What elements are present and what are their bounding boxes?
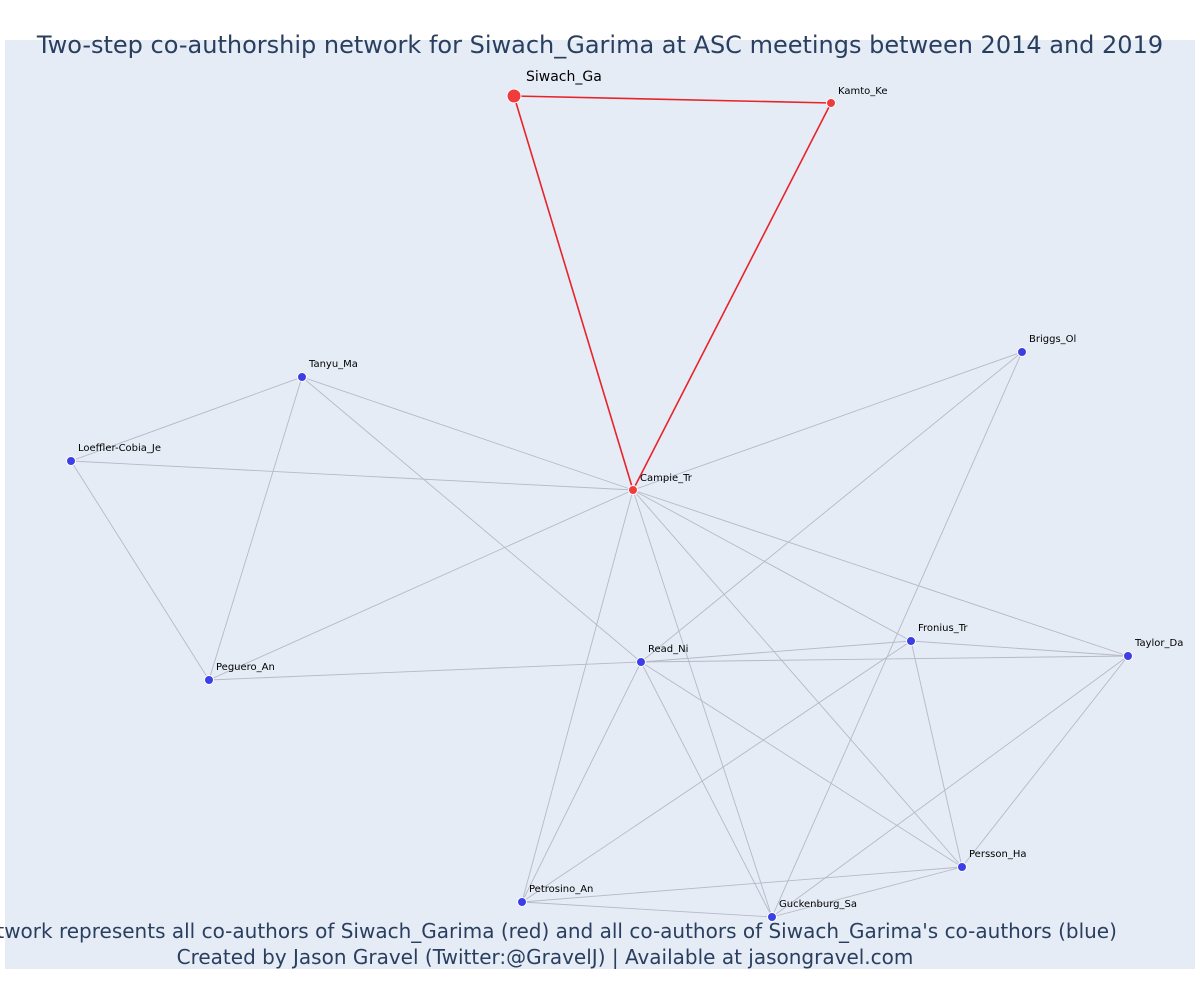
edge-Fronius_Tr-Petrosino_An xyxy=(521,640,912,903)
node-label-Loeffler-Cobia_Je: Loeffler-Cobia_Je xyxy=(78,443,161,454)
node-Read_Ni[interactable] xyxy=(636,657,646,667)
node-Kamto_Ke[interactable] xyxy=(826,98,836,108)
node-Briggs_Ol[interactable] xyxy=(1017,347,1027,357)
node-label-Campie_Tr: Campie_Tr xyxy=(640,473,693,484)
node-Campie_Tr[interactable] xyxy=(628,485,638,495)
node-label-Siwach_Ga: Siwach_Ga xyxy=(526,69,602,85)
node-label-Persson_Ha: Persson_Ha xyxy=(969,849,1026,860)
edge-Read_Ni-Petrosino_An xyxy=(521,661,642,903)
edge-Siwach_Ga-Campie_Tr xyxy=(513,95,634,491)
edge-Persson_Ha-Guckenburg_Sa xyxy=(771,866,963,918)
edge-Peguero_An-Read_Ni xyxy=(208,661,642,681)
nodes-layer xyxy=(66,88,1133,922)
edge-Fronius_Tr-Persson_Ha xyxy=(910,640,963,868)
edge-Campie_Tr-Taylor_Da xyxy=(632,489,1129,657)
caption-line-2: Created by Jason Gravel (Twitter:@Gravel… xyxy=(177,945,914,969)
node-Fronius_Tr[interactable] xyxy=(906,636,916,646)
edges-layer xyxy=(70,95,1129,918)
node-Persson_Ha[interactable] xyxy=(957,862,967,872)
node-label-Tanyu_Ma: Tanyu_Ma xyxy=(308,359,358,370)
chart-title: Two-step co-authorship network for Siwac… xyxy=(36,31,1163,59)
caption-line-1: Network represents all co-authors of Siw… xyxy=(0,919,1117,943)
edge-Fronius_Tr-Taylor_Da xyxy=(910,640,1129,657)
edge-Persson_Ha-Petrosino_An xyxy=(521,866,963,903)
node-Siwach_Ga[interactable] xyxy=(506,88,522,104)
edge-Campie_Tr-Persson_Ha xyxy=(632,489,963,868)
node-Loeffler-Cobia_Je[interactable] xyxy=(66,456,76,466)
node-Petrosino_An[interactable] xyxy=(517,897,527,907)
edge-Campie_Tr-Fronius_Tr xyxy=(632,489,912,642)
node-label-Guckenburg_Sa: Guckenburg_Sa xyxy=(779,899,857,910)
edge-Tanyu_Ma-Peguero_An xyxy=(208,376,303,681)
node-Guckenburg_Sa[interactable] xyxy=(767,912,777,922)
edge-Briggs_Ol-Read_Ni xyxy=(640,351,1023,663)
edge-Tanyu_Ma-Campie_Tr xyxy=(301,376,634,491)
edge-Read_Ni-Guckenburg_Sa xyxy=(640,661,773,918)
edge-Siwach_Ga-Kamto_Ke xyxy=(513,95,832,104)
node-label-Read_Ni: Read_Ni xyxy=(648,644,688,655)
edge-Read_Ni-Fronius_Tr xyxy=(640,640,912,663)
node-Peguero_An[interactable] xyxy=(204,675,214,685)
edge-Loeffler-Cobia_Je-Campie_Tr xyxy=(70,460,634,491)
edge-Taylor_Da-Persson_Ha xyxy=(961,655,1129,868)
edge-Campie_Tr-Petrosino_An xyxy=(521,489,634,903)
edge-Tanyu_Ma-Loeffler-Cobia_Je xyxy=(70,376,303,462)
edge-Peguero_An-Campie_Tr xyxy=(208,489,634,681)
node-label-Peguero_An: Peguero_An xyxy=(216,662,275,673)
node-label-Kamto_Ke: Kamto_Ke xyxy=(838,86,888,97)
edge-Kamto_Ke-Campie_Tr xyxy=(632,102,832,491)
labels-layer: Siwach_Ga Kamto_Ke Campie_Tr Tanyu_Ma Loeffl… xyxy=(78,69,1183,910)
node-label-Fronius_Tr: Fronius_Tr xyxy=(918,623,968,634)
node-Tanyu_Ma[interactable] xyxy=(297,372,307,382)
node-label-Petrosino_An: Petrosino_An xyxy=(529,884,593,895)
edge-Briggs_Ol-Campie_Tr xyxy=(632,351,1023,491)
edge-Petrosino_An-Guckenburg_Sa xyxy=(521,901,773,918)
edge-Loeffler-Cobia_Je-Peguero_An xyxy=(70,460,210,681)
edge-Campie_Tr-Guckenburg_Sa xyxy=(632,489,773,918)
edge-Taylor_Da-Guckenburg_Sa xyxy=(771,655,1129,918)
edge-Read_Ni-Persson_Ha xyxy=(640,661,963,868)
edge-Briggs_Ol-Guckenburg_Sa xyxy=(771,351,1023,918)
node-Taylor_Da[interactable] xyxy=(1123,651,1133,661)
node-label-Briggs_Ol: Briggs_Ol xyxy=(1029,334,1076,345)
edge-Tanyu_Ma-Read_Ni xyxy=(301,376,642,663)
node-label-Taylor_Da: Taylor_Da xyxy=(1134,638,1183,649)
